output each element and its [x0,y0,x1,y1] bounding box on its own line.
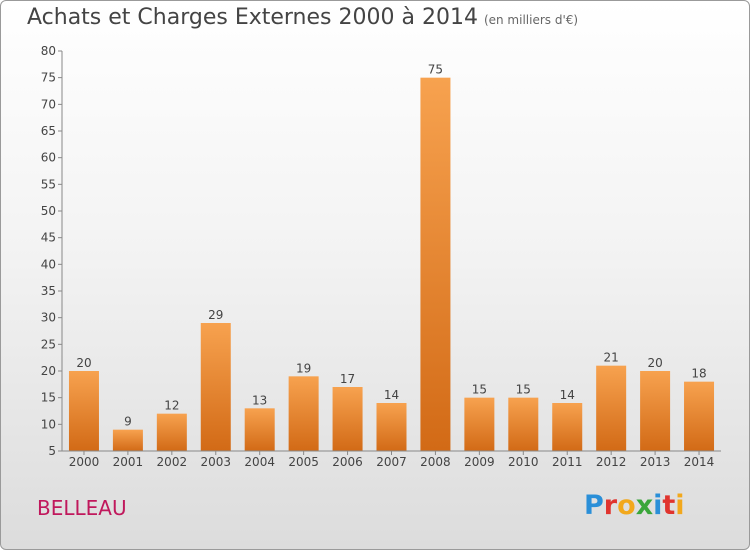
logo-letter: P [584,490,604,521]
data-label-2012: 21 [604,351,619,365]
y-tick-label-15: 15 [41,391,56,405]
x-tick-label-2004: 2004 [244,455,275,469]
x-tick-label-2007: 2007 [376,455,407,469]
x-tick-label-2008: 2008 [420,455,451,469]
x-tick-label-2002: 2002 [157,455,188,469]
logo-letter: x [635,490,654,521]
proxiti-logo: Proxiti [584,490,685,521]
y-tick-label-30: 30 [41,311,56,325]
bar-2000 [68,371,99,451]
y-tick-label-80: 80 [41,44,56,58]
chart-title: Achats et Charges Externes 2000 à 2014 (e… [27,5,578,30]
bars-layer: 20 9 12 29 13 19 17 14 75 15 15 14 21 20 18 [68,63,715,452]
x-tick-label-2006: 2006 [332,455,363,469]
y-tick-label-10: 10 [41,417,56,431]
data-label-2010: 15 [516,383,531,397]
data-label-2008: 75 [428,63,443,77]
bar-2003 [200,323,231,451]
data-label-2002: 12 [164,399,179,413]
bar-2005 [288,376,319,451]
data-label-2006: 17 [340,372,355,386]
bar-2012 [596,365,627,451]
bar-2011 [552,403,583,451]
y-tick-label-75: 75 [41,71,56,85]
x-tick-label-2003: 2003 [200,455,231,469]
x-tick-label-2010: 2010 [508,455,539,469]
y-tick-label-5: 5 [48,444,56,458]
bar-2009 [464,397,495,451]
bar-2006 [332,387,363,451]
data-label-2005: 19 [296,361,311,375]
data-label-2011: 14 [560,388,575,402]
x-tick-label-2001: 2001 [113,455,144,469]
data-label-2009: 15 [472,383,487,397]
bar-2014 [684,381,715,451]
logo-letter: i [675,490,685,521]
y-tick-label-45: 45 [41,231,56,245]
y-tick-label-20: 20 [41,364,56,378]
bar-2007 [376,403,407,451]
y-tick-label-55: 55 [41,177,56,191]
x-tick-label-2013: 2013 [640,455,671,469]
logo-letter: t [662,490,676,521]
bar-2010 [508,397,539,451]
bar-2008 [420,77,451,452]
logo-letter: o [617,490,636,521]
data-label-2000: 20 [76,356,91,370]
y-tick-label-40: 40 [41,257,56,271]
bar-2004 [244,408,275,451]
x-tick-label-2005: 2005 [288,455,319,469]
chart-subtitle: (en milliers d'€) [483,13,579,27]
x-tick-label-2011: 2011 [552,455,583,469]
y-tick-label-50: 50 [41,204,56,218]
y-tick-label-60: 60 [41,151,56,165]
data-label-2007: 14 [384,388,399,402]
x-tick-label-2012: 2012 [596,455,627,469]
commune-label: BELLEAU [37,496,127,520]
x-tick-label-2014: 2014 [684,455,715,469]
chart-title-text: Achats et Charges Externes 2000 à 2014 [27,5,478,30]
x-tick-label-2009: 2009 [464,455,495,469]
x-tick-label-2000: 2000 [69,455,100,469]
y-tick-label-25: 25 [41,337,56,351]
bar-2002 [156,413,187,451]
data-label-2001: 9 [124,415,132,429]
logo-letter: i [653,490,663,521]
data-label-2014: 18 [691,367,706,381]
data-label-2013: 20 [647,356,662,370]
logo-letter: r [603,490,618,521]
bar-2001 [112,429,143,451]
axes-layer: 2000 2001 2002 2003 2004 2005 2006 2007 2008 2009… [41,44,721,469]
data-label-2003: 29 [208,308,223,322]
data-label-2004: 13 [252,393,267,407]
y-tick-label-35: 35 [41,284,56,298]
y-tick-label-65: 65 [41,124,56,138]
y-tick-label-70: 70 [41,97,56,111]
bar-2013 [640,371,671,451]
